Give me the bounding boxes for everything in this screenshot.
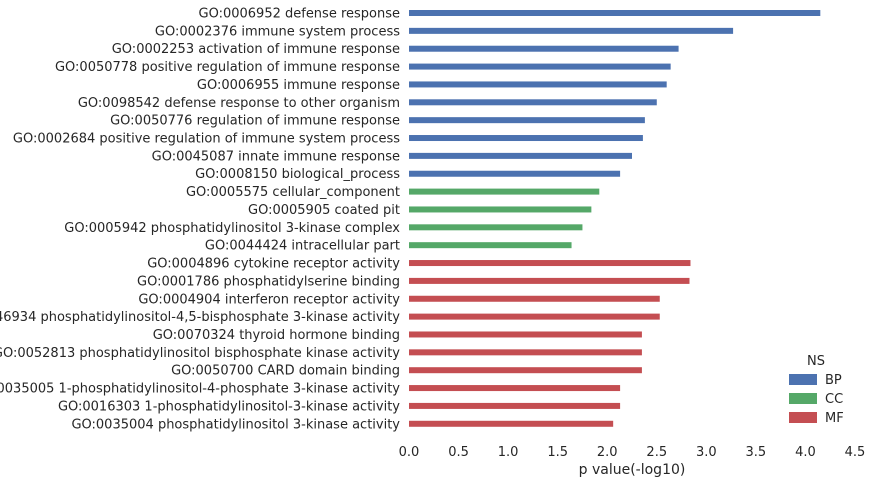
bar-14: [409, 242, 572, 249]
x-tick-label: 4.0: [795, 445, 816, 460]
bar-21: [409, 367, 642, 374]
bar-2: [409, 27, 734, 34]
legend-swatch-mf: [789, 412, 817, 423]
bar-9: [409, 152, 632, 159]
x-tick-label: 2.0: [597, 445, 618, 460]
bar-7: [409, 117, 645, 124]
legend-title: NS: [807, 354, 825, 369]
bars-layer: [409, 10, 821, 427]
category-label: GO:0070324 thyroid hormone binding: [153, 328, 400, 343]
category-label: GO:0006955 immune response: [197, 78, 400, 93]
legend-swatch-bp: [789, 374, 817, 385]
category-label: GO:0002376 immune system process: [155, 24, 400, 39]
x-tick-label: 3.5: [746, 445, 767, 460]
category-label: GO:0098542 defense response to other org…: [78, 96, 400, 111]
bar-16: [409, 277, 690, 284]
category-label: GO:0050776 regulation of immune response: [110, 114, 400, 129]
bar-11: [409, 188, 600, 195]
legend-label-cc: CC: [825, 392, 843, 407]
bar-6: [409, 99, 657, 106]
bar-15: [409, 260, 691, 267]
category-label: GO:0004896 cytokine receptor activity: [147, 257, 400, 272]
bar-10: [409, 170, 621, 177]
category-label: GO:0008150 biological_process: [195, 167, 400, 182]
category-labels: GO:0006952 defense response GO:0002376 im…: [0, 7, 400, 433]
bar-4: [409, 63, 671, 70]
x-tick-label: 1.5: [547, 445, 568, 460]
category-label: GO:0050700 CARD domain binding: [171, 364, 400, 379]
bar-20: [409, 349, 642, 356]
category-label: GO:0002684 positive regulation of immune…: [13, 132, 400, 147]
category-label: GO:0050778 positive regulation of immune…: [55, 60, 400, 75]
bar-13: [409, 224, 583, 231]
legend-swatch-cc: [789, 393, 817, 404]
category-label: GO:0004904 interferon receptor activity: [138, 292, 400, 307]
bar-19: [409, 331, 642, 338]
bar-17: [409, 295, 660, 302]
category-label: GO:0001786 phosphatidylserine binding: [137, 274, 400, 289]
legend-label-bp: BP: [825, 373, 842, 388]
x-tick-label: 0.5: [448, 445, 469, 460]
bar-24: [409, 420, 614, 427]
category-label: GO:0005942 phosphatidylinositol 3-kinase…: [64, 221, 400, 236]
legend-label-mf: MF: [825, 411, 844, 426]
category-label: GO:0045087 innate immune response: [152, 149, 400, 164]
legend: NS BP CC MF: [789, 354, 844, 426]
x-axis-ticks: 0.0 0.5 1.0 1.5 2.0 2.5 3.0 3.5 4.0 4.5: [399, 445, 866, 460]
category-label: GO:0002253 activation of immune response: [112, 42, 400, 57]
category-label: GO:0044424 intracellular part: [205, 239, 400, 254]
bar-12: [409, 206, 592, 213]
category-label: GO:0005575 cellular_component: [186, 185, 400, 200]
bar-1: [409, 10, 821, 16]
bar-3: [409, 45, 679, 52]
category-label: GO:0016303 1-phosphatidylinositol-3-kina…: [58, 399, 400, 414]
x-tick-label: 0.0: [399, 445, 420, 460]
x-tick-label: 1.0: [498, 445, 519, 460]
x-tick-label: 2.5: [646, 445, 667, 460]
category-label: GO:0035005 1-phosphatidylinositol-4-phos…: [0, 382, 400, 397]
bar-8: [409, 135, 643, 142]
x-axis-title: p value(-log10): [579, 462, 686, 478]
bar-23: [409, 402, 621, 409]
x-tick-label: 4.5: [845, 445, 866, 460]
category-label: GO:0046934 phosphatidylinositol-4,5-bisp…: [0, 310, 400, 325]
category-label: GO:0006952 defense response: [199, 7, 401, 22]
bar-18: [409, 313, 660, 320]
x-tick-label: 3.0: [696, 445, 717, 460]
bar-5: [409, 81, 667, 88]
category-label: GO:0035004 phosphatidylinositol 3-kinase…: [71, 417, 400, 432]
category-label: GO:0052813 phosphatidylinositol bisphosp…: [0, 346, 400, 361]
category-label: GO:0005905 coated pit: [248, 203, 400, 218]
bar-22: [409, 385, 621, 392]
